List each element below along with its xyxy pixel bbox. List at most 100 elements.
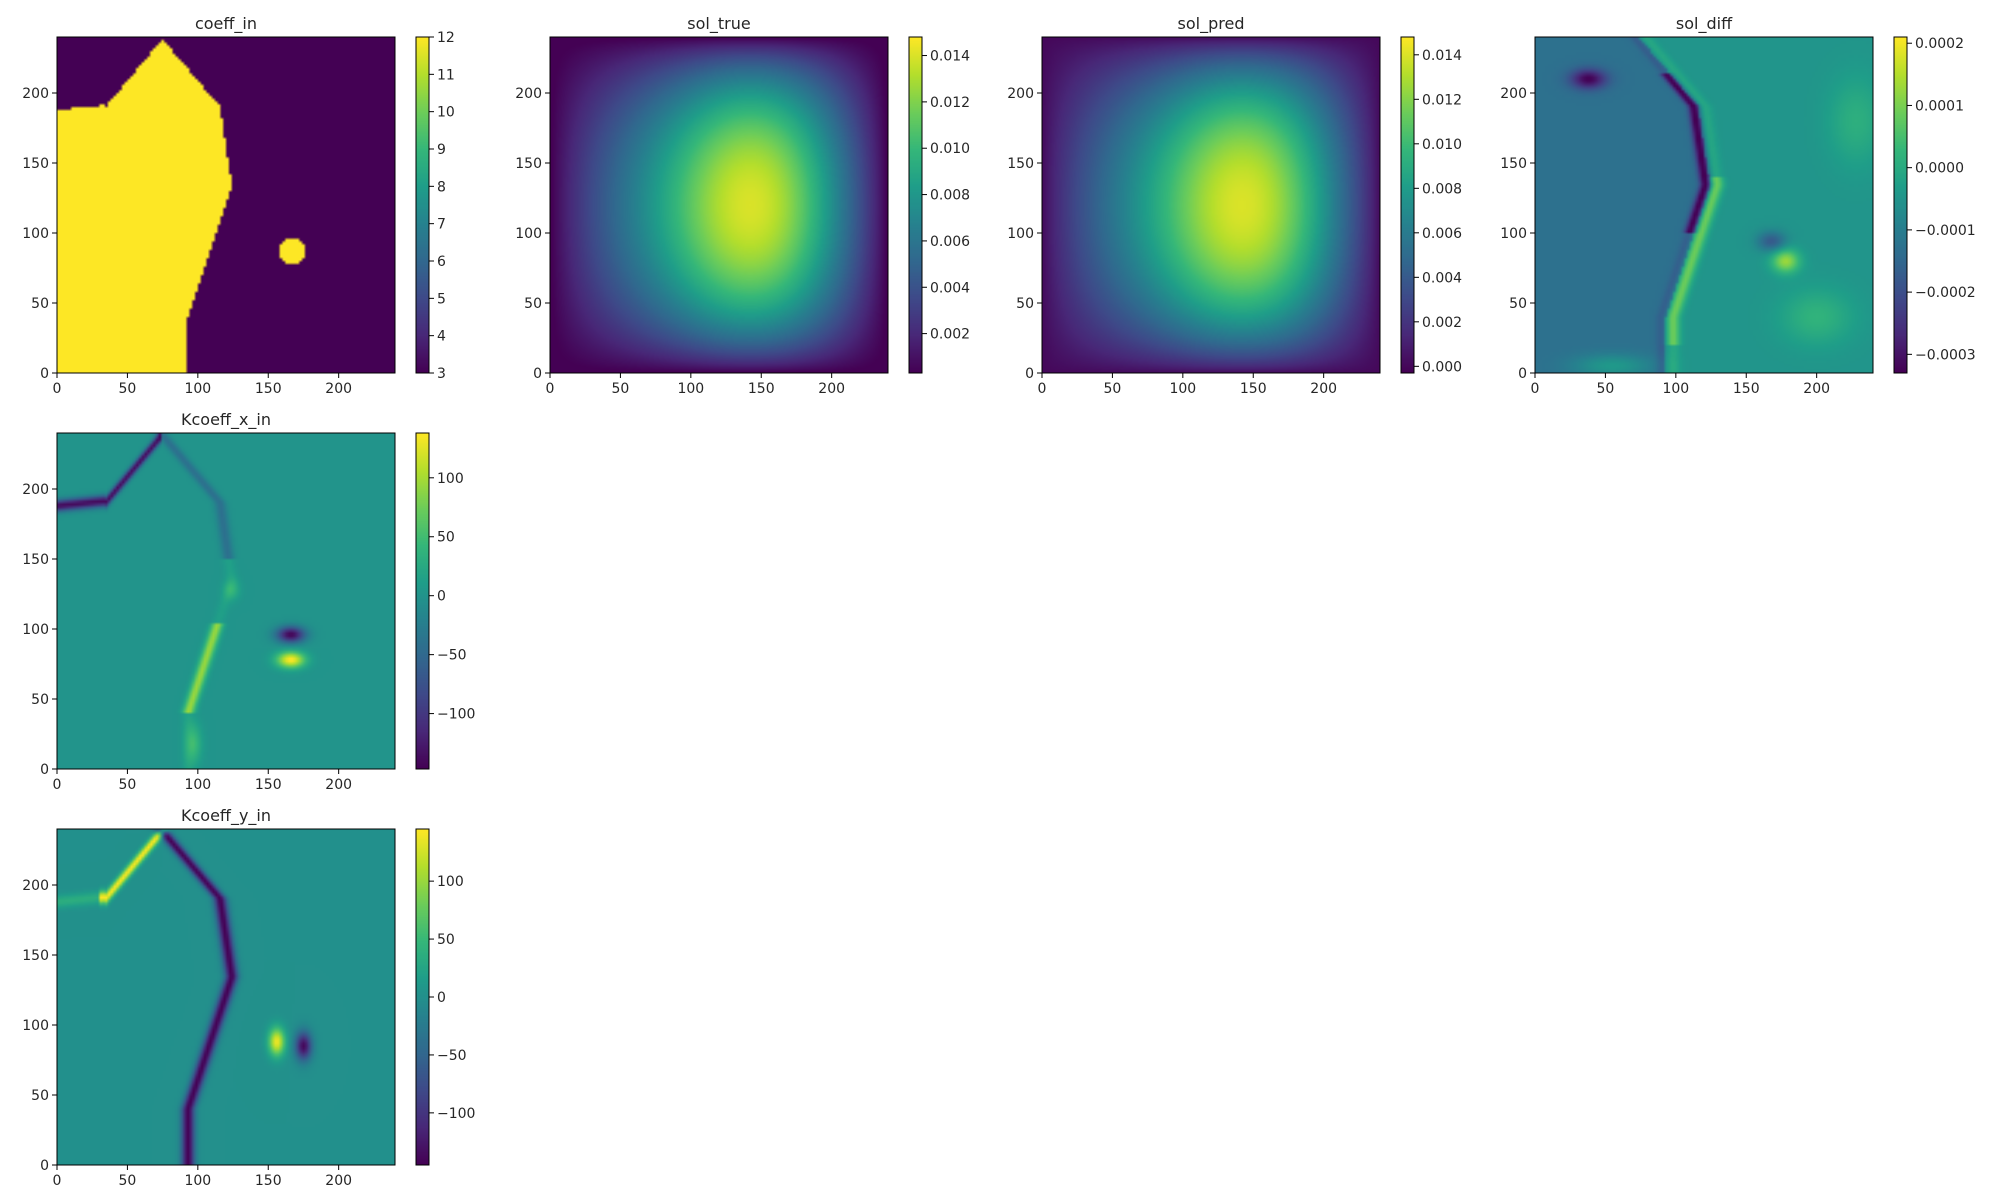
panel-coeff_in: coeff_in 0 50 100 150 200 0 50 100 150 200 3 4 5 6 7 8 9 1… — [22, 14, 455, 397]
colorbar-tick-label: 0.006 — [1422, 226, 1462, 242]
y-tick-label: 50 — [31, 1088, 49, 1104]
colorbar-tick-label: 0.002 — [1422, 315, 1462, 331]
x-tick-label: 100 — [1662, 381, 1689, 397]
colorbar-tick-label: −50 — [437, 648, 467, 664]
y-tick-label: 50 — [1016, 296, 1034, 312]
panel-title: coeff_in — [195, 14, 257, 34]
colorbar-tick-label: 0 — [437, 589, 446, 605]
panel-title: sol_diff — [1676, 14, 1733, 34]
x-tick-label: 150 — [255, 777, 282, 793]
colorbar-tick-label: 0.0002 — [1915, 36, 1964, 52]
colorbar-tick-label: −0.0003 — [1915, 347, 1976, 363]
x-tick-label: 50 — [119, 1173, 137, 1189]
y-tick-label: 0 — [40, 762, 49, 778]
x-tick-label: 0 — [53, 381, 62, 397]
heatmap-image — [550, 37, 888, 373]
heatmap-image — [1535, 37, 1873, 373]
x-tick-label: 0 — [1038, 381, 1047, 397]
heatmap-image — [57, 433, 395, 769]
colorbar-tick-label: 11 — [437, 67, 455, 83]
colorbar-tick-label: 8 — [437, 179, 446, 195]
colorbar-frame — [415, 432, 430, 770]
y-tick-label: 200 — [515, 86, 542, 102]
colorbar-tick-label: 100 — [437, 874, 464, 890]
y-tick-label: 100 — [22, 622, 49, 638]
colorbar-tick-label: 50 — [437, 932, 455, 948]
x-tick-label: 150 — [748, 381, 775, 397]
heatmap-image — [1042, 37, 1380, 373]
y-tick-label: 50 — [31, 692, 49, 708]
colorbar-tick-label: 0.008 — [930, 188, 970, 204]
colorbar-tick-label: 3 — [437, 366, 446, 382]
y-tick-label: 150 — [22, 948, 49, 964]
y-tick-label: 0 — [1518, 366, 1527, 382]
x-tick-label: 100 — [1169, 381, 1196, 397]
colorbar-tick-label: 0.004 — [930, 280, 970, 296]
y-tick-label: 200 — [1500, 86, 1527, 102]
x-tick-label: 150 — [255, 381, 282, 397]
colorbar-tick-label: −0.0002 — [1915, 285, 1976, 301]
y-tick-label: 0 — [533, 366, 542, 382]
axes-frame — [1534, 36, 1874, 374]
y-tick-label: 200 — [22, 86, 49, 102]
y-tick-label: 50 — [524, 296, 542, 312]
heatmap-image — [57, 37, 395, 373]
axes-frame — [56, 36, 396, 374]
colorbar-tick-label: 12 — [437, 30, 455, 46]
y-tick-label: 200 — [22, 482, 49, 498]
x-tick-label: 100 — [184, 777, 211, 793]
y-tick-label: 0 — [40, 366, 49, 382]
x-tick-label: 0 — [53, 777, 62, 793]
x-tick-label: 0 — [546, 381, 555, 397]
colorbar-frame — [415, 36, 430, 374]
colorbar-tick-label: 0.014 — [1422, 48, 1462, 64]
x-tick-label: 50 — [119, 381, 137, 397]
y-tick-label: 100 — [22, 1018, 49, 1034]
y-tick-label: 100 — [1007, 226, 1034, 242]
x-tick-label: 0 — [1531, 381, 1540, 397]
y-tick-label: 150 — [22, 156, 49, 172]
y-tick-label: 150 — [1007, 156, 1034, 172]
colorbar — [909, 37, 922, 373]
colorbar-tick-label: 0.008 — [1422, 181, 1462, 197]
panel-sol_diff: sol_diff 0 50 100 150 200 0 50 100 150 200 −0.0003 −… — [1500, 14, 1975, 397]
x-tick-label: 50 — [612, 381, 630, 397]
panel-title: sol_pred — [1178, 14, 1245, 34]
colorbar-tick-label: 0.006 — [930, 234, 970, 250]
axes-frame — [56, 828, 396, 1166]
colorbar-tick-label: 100 — [437, 471, 464, 487]
x-tick-label: 200 — [325, 777, 352, 793]
panel-title: Kcoeff_x_in — [181, 410, 271, 430]
x-tick-label: 200 — [1803, 381, 1830, 397]
x-tick-label: 0 — [53, 1173, 62, 1189]
y-tick-label: 50 — [31, 296, 49, 312]
x-tick-label: 100 — [677, 381, 704, 397]
panel-Kcoeff_x_in: Kcoeff_x_in 0 50 100 150 200 0 50 100 150 200 −100 −… — [22, 410, 475, 793]
y-tick-label: 100 — [22, 226, 49, 242]
y-tick-label: 50 — [1509, 296, 1527, 312]
x-tick-label: 150 — [1240, 381, 1267, 397]
colorbar-tick-label: 0.004 — [1422, 270, 1462, 286]
x-tick-label: 200 — [325, 381, 352, 397]
colorbar-tick-label: 0.014 — [930, 49, 970, 65]
colorbar-tick-label: 10 — [437, 105, 455, 121]
x-tick-label: 150 — [255, 1173, 282, 1189]
colorbar — [416, 37, 429, 373]
colorbar-tick-label: −100 — [437, 707, 475, 723]
y-tick-label: 200 — [22, 878, 49, 894]
colorbar-tick-label: −0.0001 — [1915, 223, 1976, 239]
x-tick-label: 50 — [119, 777, 137, 793]
colorbar-frame — [908, 36, 923, 374]
axes-frame — [1041, 36, 1381, 374]
colorbar-tick-label: 9 — [437, 142, 446, 158]
colorbar-tick-label: 5 — [437, 291, 446, 307]
x-tick-label: 50 — [1597, 381, 1615, 397]
x-tick-label: 50 — [1104, 381, 1122, 397]
colorbar-tick-label: 0.002 — [930, 327, 970, 343]
panel-title: sol_true — [687, 14, 750, 34]
colorbar-tick-label: 4 — [437, 329, 446, 345]
y-tick-label: 0 — [1025, 366, 1034, 382]
colorbar-tick-label: 0.012 — [930, 95, 970, 111]
x-tick-label: 150 — [1733, 381, 1760, 397]
